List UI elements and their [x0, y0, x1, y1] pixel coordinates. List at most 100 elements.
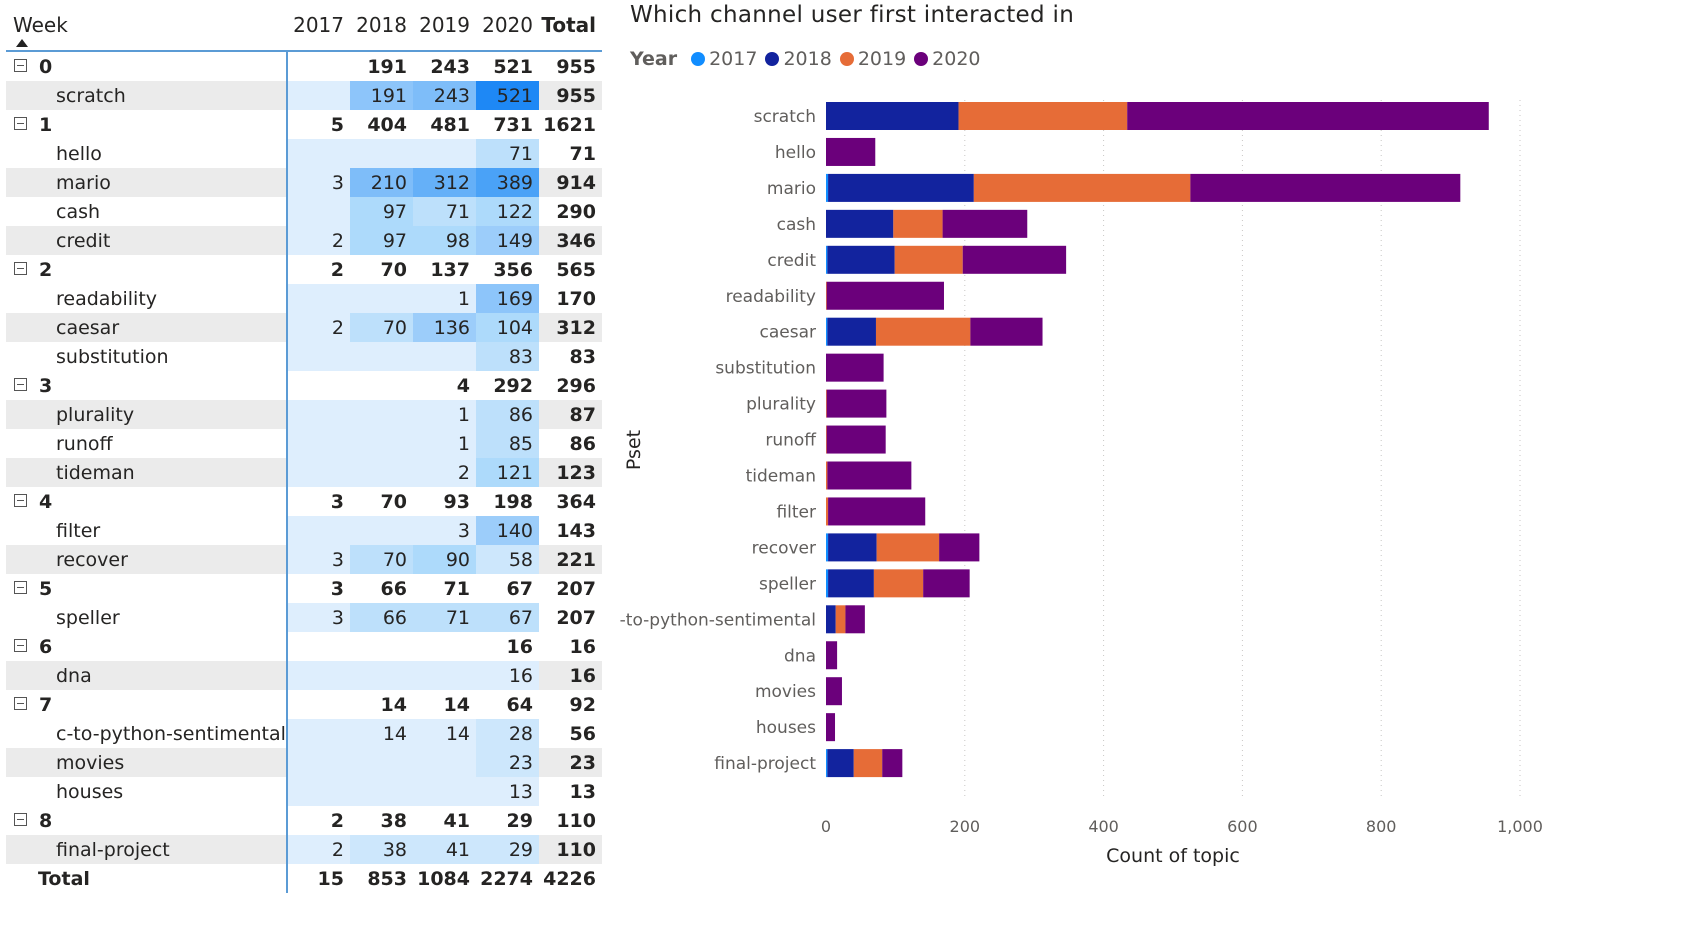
column-header-2019[interactable]: 2019 — [413, 0, 476, 52]
column-header-2017[interactable]: 2017 — [287, 0, 350, 52]
matrix-row-c-to-python-sentimental[interactable]: c-to-python-sentimental 14 14 28 56 — [6, 719, 602, 748]
matrix-group-row-week-8[interactable]: 8 2 38 41 29 110 — [6, 806, 602, 835]
bar-segment-mario-2020[interactable] — [1190, 173, 1461, 202]
cell-2019: 136 — [413, 313, 476, 342]
matrix-row-readability[interactable]: readability 1 169 170 — [6, 284, 602, 313]
matrix-row-hello[interactable]: hello 71 71 — [6, 139, 602, 168]
matrix-group-row-week-7[interactable]: 7 14 14 64 92 — [6, 690, 602, 719]
collapse-icon[interactable] — [14, 696, 27, 710]
bar-segment-runoff-2020[interactable] — [826, 425, 886, 454]
collapse-icon[interactable] — [14, 261, 27, 275]
bar-segment-speller-2019[interactable] — [873, 569, 924, 598]
matrix-group-row-week-6[interactable]: 6 16 16 — [6, 632, 602, 661]
sort-ascending-icon[interactable] — [16, 39, 28, 47]
collapse-icon[interactable] — [14, 377, 27, 391]
bar-segment-final-project-2020[interactable] — [882, 749, 903, 778]
bar-segment-c-to-python-sentimental-2020[interactable] — [845, 605, 865, 634]
matrix-row-filter[interactable]: filter 3 140 143 — [6, 516, 602, 545]
bar-segment-recover-2020[interactable] — [939, 533, 980, 562]
matrix-row-cash[interactable]: cash 97 71 122 290 — [6, 197, 602, 226]
bar-segment-speller-2018[interactable] — [828, 569, 874, 598]
bar-segment-readability-2020[interactable] — [826, 281, 944, 310]
collapse-icon[interactable] — [14, 58, 27, 72]
matrix-row-runoff[interactable]: runoff 1 85 86 — [6, 429, 602, 458]
bar-segment-credit-2019[interactable] — [894, 245, 963, 274]
matrix-group-row-week-4[interactable]: 4 3 70 93 198 364 — [6, 487, 602, 516]
bar-segment-credit-2020[interactable] — [962, 245, 1067, 274]
column-header-2020[interactable]: 2020 — [476, 0, 539, 52]
bar-segment-mario-2017[interactable] — [826, 173, 829, 202]
bar-segment-cash-2020[interactable] — [942, 209, 1028, 238]
matrix-row-tideman[interactable]: tideman 2 121 123 — [6, 458, 602, 487]
matrix-group-row-week-5[interactable]: 5 3 66 71 67 207 — [6, 574, 602, 603]
bar-segment-mario-2018[interactable] — [828, 173, 974, 202]
bar-segment-caesar-2018[interactable] — [827, 317, 876, 346]
bar-segment-tideman-2020[interactable] — [827, 461, 912, 490]
bar-segment-credit-2018[interactable] — [827, 245, 895, 274]
bar-segment-c-to-python-sentimental-2019[interactable] — [835, 605, 846, 634]
bar-segment-mario-2019[interactable] — [973, 173, 1191, 202]
matrix-row-recover[interactable]: recover 3 70 90 58 221 — [6, 545, 602, 574]
bar-segment-plurality-2020[interactable] — [826, 389, 887, 418]
cell-total: 170 — [556, 287, 596, 310]
matrix-row-credit[interactable]: credit 2 97 98 149 346 — [6, 226, 602, 255]
matrix-row-movies[interactable]: movies 23 23 — [6, 748, 602, 777]
bar-segment-cash-2018[interactable] — [826, 209, 894, 238]
bar-segment-cash-2019[interactable] — [893, 209, 943, 238]
matrix-row-dna[interactable]: dna 16 16 — [6, 661, 602, 690]
bar-segment-recover-2018[interactable] — [828, 533, 877, 562]
matrix-group-row-week-3[interactable]: 3 4 292 296 — [6, 371, 602, 400]
bar-segment-substitution-2020[interactable] — [826, 353, 884, 382]
column-header-2018[interactable]: 2018 — [350, 0, 413, 52]
bar-segment-final-project-2017[interactable] — [826, 749, 828, 778]
bar-segment-movies-2020[interactable] — [826, 677, 842, 706]
bar-segment-speller-2017[interactable] — [826, 569, 829, 598]
bar-segment-caesar-2020[interactable] — [970, 317, 1043, 346]
bar-segment-recover-2019[interactable] — [876, 533, 940, 562]
bar-segment-scratch-2018[interactable] — [826, 102, 959, 130]
collapse-icon[interactable] — [14, 116, 27, 130]
bar-segment-hello-2020[interactable] — [826, 137, 876, 166]
cell-2020: 140 — [476, 516, 539, 545]
matrix-row-plurality[interactable]: plurality 1 86 87 — [6, 400, 602, 429]
legend-item-2017[interactable]: 2017 — [691, 48, 757, 70]
bar-segment-runoff-2019[interactable] — [826, 425, 827, 454]
matrix-group-row-week-1[interactable]: 1 5 404 481 731 1621 — [6, 110, 602, 139]
bar-segment-scratch-2020[interactable] — [1127, 102, 1489, 130]
bar-segment-final-project-2018[interactable] — [827, 749, 854, 778]
bar-segment-speller-2020[interactable] — [923, 569, 970, 598]
matrix-row-substitution[interactable]: substitution 83 83 — [6, 342, 602, 371]
matrix-row-caesar[interactable]: caesar 2 70 136 104 312 — [6, 313, 602, 342]
matrix-row-final-project[interactable]: final-project 2 38 41 29 110 — [6, 835, 602, 864]
collapse-icon[interactable] — [14, 812, 27, 826]
bar-segment-c-to-python-sentimental-2018[interactable] — [826, 605, 836, 634]
matrix-row-speller[interactable]: speller 3 66 71 67 207 — [6, 603, 602, 632]
bar-segment-caesar-2017[interactable] — [826, 317, 828, 346]
bar-segment-recover-2017[interactable] — [826, 533, 829, 562]
bar-segment-houses-2020[interactable] — [826, 713, 836, 742]
cell-2017 — [286, 632, 350, 661]
collapse-icon[interactable] — [14, 580, 27, 594]
legend-item-2018[interactable]: 2018 — [765, 48, 832, 70]
matrix-group-row-week-2[interactable]: 2 2 70 137 356 565 — [6, 255, 602, 284]
collapse-icon[interactable] — [14, 638, 27, 652]
column-header-week[interactable]: Week — [6, 0, 287, 52]
matrix-row-scratch[interactable]: scratch 191 243 521 955 — [6, 81, 602, 110]
bar-segment-plurality-2019[interactable] — [826, 389, 827, 418]
matrix-group-row-week-0[interactable]: 0 191 243 521 955 — [6, 51, 602, 81]
collapse-icon[interactable] — [14, 493, 27, 507]
bar-segment-filter-2019[interactable] — [826, 497, 829, 526]
bar-segment-tideman-2019[interactable] — [826, 461, 828, 490]
bar-segment-scratch-2019[interactable] — [958, 102, 1128, 130]
column-header-total[interactable]: Total — [539, 0, 602, 52]
bar-segment-readability-2019[interactable] — [826, 281, 827, 310]
bar-segment-credit-2017[interactable] — [826, 245, 828, 274]
bar-segment-dna-2020[interactable] — [826, 641, 838, 670]
matrix-row-houses[interactable]: houses 13 13 — [6, 777, 602, 806]
bar-segment-caesar-2019[interactable] — [875, 317, 971, 346]
bar-segment-filter-2020[interactable] — [828, 497, 926, 526]
legend-item-2019[interactable]: 2019 — [839, 48, 906, 70]
legend-item-2020[interactable]: 2020 — [914, 48, 981, 70]
matrix-row-mario[interactable]: mario 3 210 312 389 914 — [6, 168, 602, 197]
bar-segment-final-project-2019[interactable] — [853, 749, 883, 778]
